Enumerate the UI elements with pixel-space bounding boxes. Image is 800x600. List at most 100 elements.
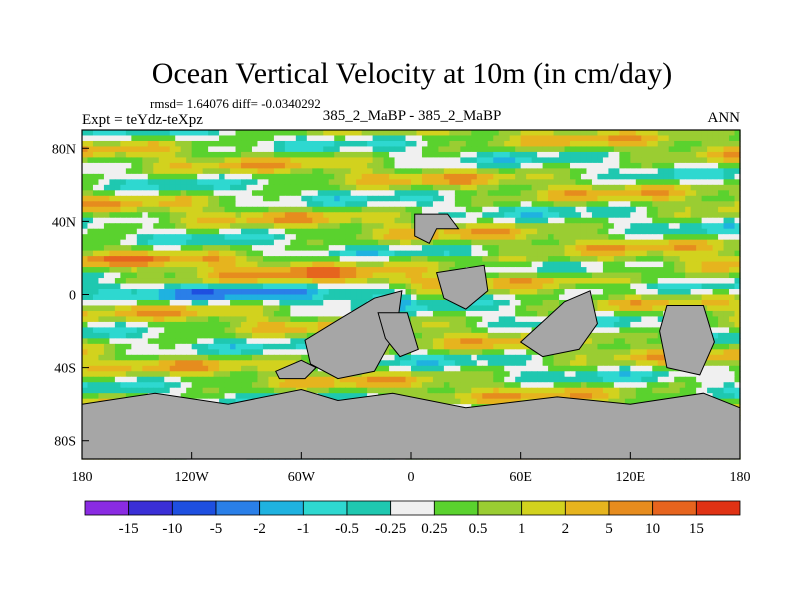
field-cell <box>312 267 319 274</box>
field-cell <box>383 261 390 268</box>
field-cell <box>657 179 664 186</box>
field-cell <box>191 250 198 257</box>
field-cell <box>230 343 237 350</box>
field-cell <box>685 245 692 252</box>
field-cell <box>729 190 736 197</box>
field-cell <box>685 239 692 246</box>
field-cell <box>723 299 730 307</box>
field-cell <box>723 310 730 318</box>
field-cell <box>509 140 516 148</box>
field-cell <box>197 239 204 246</box>
field-cell <box>191 239 198 246</box>
field-cell <box>548 140 555 148</box>
field-cell <box>542 179 549 186</box>
field-cell <box>268 349 275 356</box>
field-cell <box>443 173 450 180</box>
field-cell <box>290 299 297 307</box>
field-cell <box>641 245 648 252</box>
field-cell <box>235 250 242 257</box>
field-cell <box>295 206 302 213</box>
field-cell <box>142 305 149 312</box>
field-cell <box>378 190 385 197</box>
field-cell <box>109 206 116 213</box>
field-cell <box>602 305 609 312</box>
field-cell <box>394 272 401 279</box>
field-cell <box>208 278 215 285</box>
field-cell <box>438 310 445 318</box>
field-cell <box>427 343 434 350</box>
field-cell <box>515 289 522 296</box>
field-cell <box>213 354 220 361</box>
field-cell <box>718 299 725 307</box>
field-cell <box>175 195 182 202</box>
field-cell <box>312 272 319 279</box>
field-cell <box>668 179 675 186</box>
field-cell <box>520 272 527 279</box>
field-cell <box>323 173 330 180</box>
field-cell <box>394 228 401 235</box>
field-cell <box>235 162 242 169</box>
field-cell <box>421 151 429 159</box>
field-cell <box>284 343 291 350</box>
field-cell <box>729 184 736 191</box>
field-cell <box>487 310 494 318</box>
field-cell <box>663 261 670 268</box>
field-cell <box>597 228 604 235</box>
field-cell <box>120 239 127 246</box>
field-cell <box>131 338 138 345</box>
field-cell <box>685 250 692 257</box>
field-cell <box>553 217 560 224</box>
field-cell <box>350 256 357 263</box>
field-cell <box>125 343 132 350</box>
field-cell <box>712 151 719 159</box>
field-cell <box>98 179 105 186</box>
field-cell <box>334 184 341 191</box>
field-cell <box>246 212 253 219</box>
field-cell <box>674 212 681 219</box>
field-cell <box>729 146 736 153</box>
field-cell <box>498 223 505 230</box>
field-cell <box>186 157 193 164</box>
field-cell <box>186 272 193 279</box>
field-cell <box>674 261 681 268</box>
field-cell <box>224 135 231 142</box>
field-cell <box>284 294 291 301</box>
field-cell <box>449 349 456 356</box>
field-cell <box>515 343 522 350</box>
field-cell <box>175 130 182 137</box>
field-cell <box>427 267 434 274</box>
field-cell <box>537 190 544 197</box>
field-cell <box>306 234 313 241</box>
field-cell <box>416 321 423 328</box>
field-cell <box>685 140 692 148</box>
field-cell <box>652 332 659 339</box>
field-cell <box>361 140 368 148</box>
field-cell <box>597 190 604 197</box>
field-cell <box>400 228 407 235</box>
field-cell <box>624 267 631 274</box>
field-cell <box>251 201 259 208</box>
field-cell <box>460 343 467 350</box>
field-cell <box>219 310 226 318</box>
field-cell <box>723 184 730 191</box>
field-cell <box>213 316 220 323</box>
field-cell <box>526 135 533 142</box>
field-cell <box>504 261 511 268</box>
field-cell <box>334 217 341 224</box>
field-cell <box>306 239 313 246</box>
field-cell <box>334 140 341 148</box>
field-cell <box>208 261 215 268</box>
field-cell <box>570 212 577 219</box>
field-cell <box>400 354 407 361</box>
field-cell <box>465 305 472 312</box>
field-cell <box>411 190 418 197</box>
field-cell <box>493 179 500 186</box>
field-cell <box>416 184 423 191</box>
field-cell <box>432 349 440 356</box>
field-cell <box>273 151 280 159</box>
field-cell <box>279 223 286 230</box>
field-cell <box>125 201 132 208</box>
field-cell <box>295 184 302 191</box>
field-cell <box>624 256 631 263</box>
field-cell <box>317 130 324 137</box>
